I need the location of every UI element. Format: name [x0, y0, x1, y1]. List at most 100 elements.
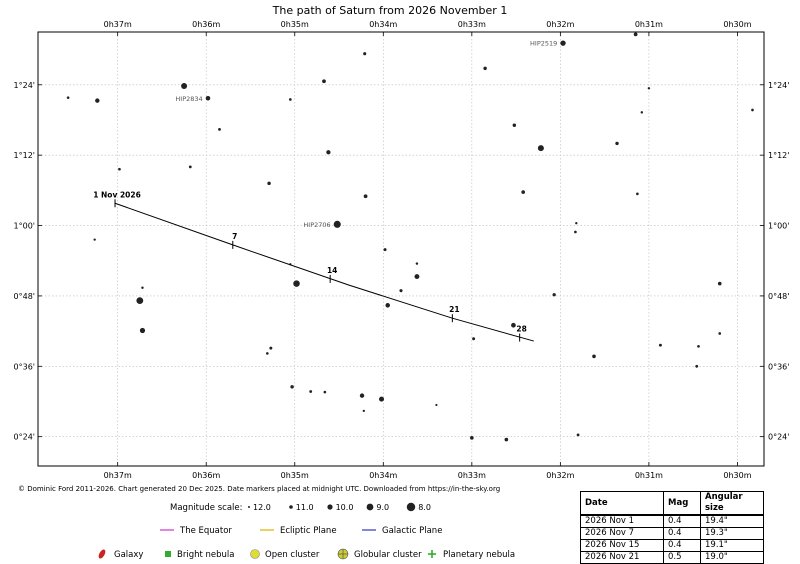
star-point [470, 436, 474, 440]
ephemeris-cell-size: 19.0" [700, 551, 764, 564]
star-point [205, 95, 211, 101]
star-point [383, 248, 387, 252]
magnitude-label: 9.0 [376, 503, 389, 512]
star-point [293, 280, 300, 287]
ephemeris-cell-size: 19.3" [700, 527, 764, 540]
star-point [574, 230, 577, 234]
y-tick-label-left: 1°00' [14, 222, 35, 231]
x-tick-label-bottom: 0h36m [192, 471, 220, 480]
star-label: HIP2706 [303, 221, 330, 229]
y-tick-label-right: 1°24' [768, 81, 789, 90]
ephemeris-cell-mag: 0.5 [663, 551, 701, 564]
star-point [265, 352, 269, 355]
star-point [188, 165, 192, 169]
ephemeris-cell-size: 19.1" [700, 539, 764, 552]
star-point [504, 437, 509, 442]
x-tick-label-bottom: 0h32m [546, 471, 574, 480]
y-tick-label-right: 1°00' [768, 222, 789, 231]
x-tick-label-top: 0h30m [723, 20, 751, 29]
star-point [66, 96, 70, 100]
y-tick-label-right: 1°12' [768, 151, 789, 160]
legend-line-label: Ecliptic Plane [280, 526, 337, 536]
star-label: HIP2519 [530, 40, 557, 48]
magnitude-scale-title: Magnitude scale: [170, 503, 243, 513]
saturn-path: 1 Nov 2026 7 14 21 28 [93, 190, 534, 342]
chart-axes: 0h37m 0h37m 0h36m 0h36m 0h35m 0h35m 0h34m 0h34m… [14, 20, 790, 480]
star-point [647, 87, 651, 90]
galaxy-icon [98, 549, 106, 559]
y-tick-label-right: 0°48' [768, 292, 789, 301]
legend-galaxy-label: Galaxy [114, 550, 143, 560]
star-label: HIP2834 [175, 95, 202, 103]
saturn-path-line [114, 202, 534, 342]
star-point [362, 409, 365, 413]
star-point [290, 385, 294, 389]
star-point [717, 281, 722, 286]
ephemeris-header-mag: Mag [663, 491, 701, 516]
ephemeris-header-size: Angular size [700, 491, 764, 516]
star-point [95, 98, 100, 103]
star-point [636, 192, 639, 196]
star-point [323, 390, 327, 394]
star-point [718, 332, 722, 335]
date-marker-label: 21 [449, 305, 459, 314]
star-point [592, 354, 596, 359]
star-point [483, 66, 487, 71]
y-tick-label-left: 1°24' [14, 81, 35, 90]
star-point [521, 190, 525, 194]
x-tick-label-top: 0h31m [635, 20, 663, 29]
x-tick-label-top: 0h33m [458, 20, 486, 29]
star-point [415, 262, 419, 265]
star-point [136, 297, 144, 305]
star-point [267, 181, 271, 186]
x-tick-label-bottom: 0h30m [723, 471, 751, 480]
star-point [118, 167, 121, 171]
legend-globular-cluster-label: Globular cluster [354, 550, 422, 560]
magnitude-label: 12.0 [253, 503, 271, 512]
magnitude-label: 10.0 [336, 503, 354, 512]
chart-grid [38, 32, 764, 466]
legend-nebula-label: Bright nebula [177, 550, 234, 560]
credit-text: © Dominic Ford 2011-2026. Chart generate… [18, 485, 500, 493]
ephemeris-header-date: Date [580, 491, 664, 516]
star-point [181, 82, 188, 89]
star-point [218, 127, 221, 131]
star-point [640, 111, 644, 114]
chart-legend: Magnitude scale: 12.0 11.0 10.0 9.0 8.0 The Eq… [98, 502, 515, 560]
legend-open-cluster-label: Open cluster [265, 550, 320, 560]
magnitude-dot [289, 505, 293, 509]
ephemeris-cell-date: 2026 Nov 1 [580, 514, 664, 528]
star-point [269, 346, 273, 350]
table-row: 2026 Nov 7 0.4 19.3" [580, 527, 764, 540]
ephemeris-cell-size: 19.4" [700, 514, 764, 528]
ephemeris-cell-mag: 0.4 [663, 527, 701, 540]
star-point [658, 343, 662, 347]
x-tick-label-top: 0h32m [546, 20, 574, 29]
table-row: 2026 Nov 15 0.4 19.1" [580, 539, 764, 552]
star-point [379, 396, 385, 402]
star-point [309, 390, 313, 393]
star-point [363, 194, 368, 199]
magnitude-dot [327, 504, 333, 510]
star-point [333, 220, 341, 228]
ephemeris-cell-mag: 0.4 [663, 514, 701, 528]
star-point [615, 141, 619, 146]
star-point [363, 52, 367, 56]
star-point [139, 327, 146, 334]
ephemeris-header-row: Date Mag Angular size [580, 491, 764, 516]
magnitude-dot [366, 503, 374, 511]
star-point [359, 393, 365, 398]
legend-line-label: The Equator [179, 526, 232, 536]
magnitude-label: 11.0 [296, 503, 314, 512]
ephemeris-cell-date: 2026 Nov 21 [580, 551, 664, 564]
bright-nebula-icon [165, 551, 171, 557]
x-tick-label-bottom: 0h37m [104, 471, 132, 480]
star-point [472, 337, 476, 341]
star-point [512, 123, 517, 127]
y-tick-label-left: 0°24' [14, 433, 35, 442]
star-point [399, 289, 403, 293]
star-point [385, 303, 390, 308]
x-tick-label-top: 0h34m [369, 20, 397, 29]
x-tick-label-bottom: 0h33m [458, 471, 486, 480]
